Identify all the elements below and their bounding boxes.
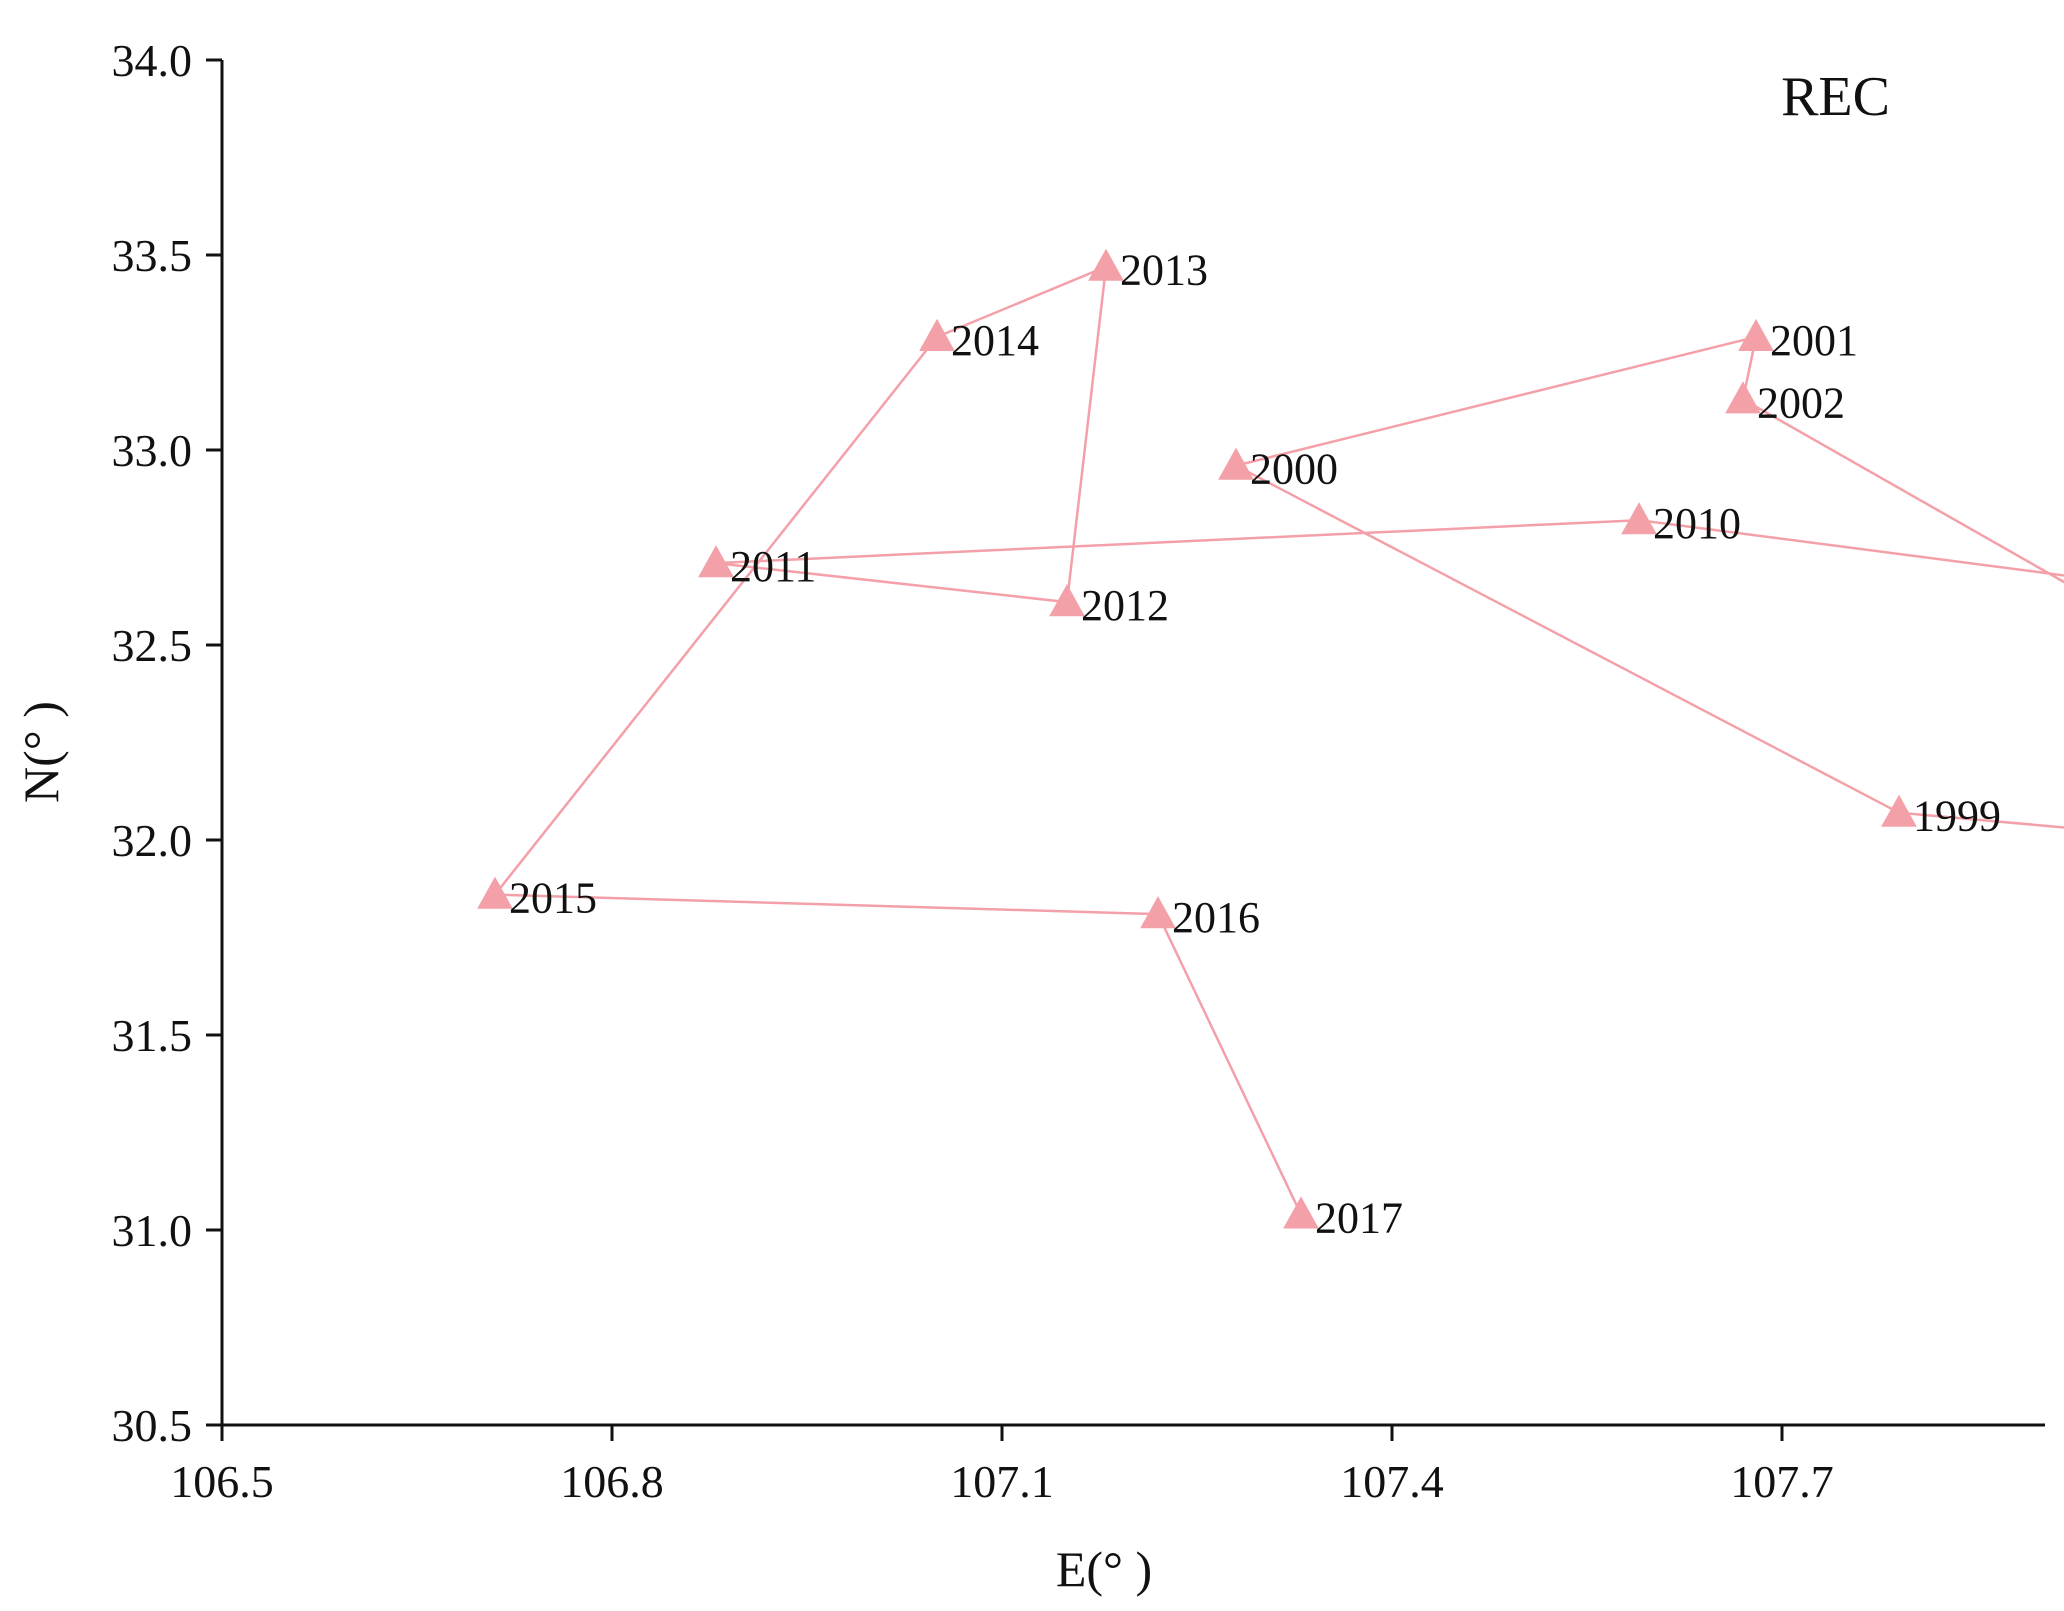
x-tick-label: 107.4 bbox=[1340, 1456, 1444, 1507]
axes: 106.5106.8107.1107.4107.7108.0108.3108.6… bbox=[112, 35, 2045, 1507]
point-marker-2013 bbox=[1088, 248, 1124, 281]
point-labels-group: 1997199819992000200120022003200420052006… bbox=[509, 246, 2001, 1243]
point-marker-2010 bbox=[1621, 502, 1657, 535]
point-marker-2012 bbox=[1049, 584, 1085, 617]
point-marker-2014 bbox=[919, 318, 955, 351]
point-label-2011: 2011 bbox=[730, 542, 816, 591]
point-label-2017: 2017 bbox=[1315, 1193, 1403, 1242]
y-ticks: 30.5 31.0 31.5 32.0 32.5 33.0 33.5 34.0 bbox=[112, 35, 222, 1451]
x-axis-title: E(° ) bbox=[1056, 1541, 1152, 1597]
point-label-2015: 2015 bbox=[509, 874, 597, 923]
point-label-2013: 2013 bbox=[1120, 246, 1208, 295]
y-tick-label: 31.5 bbox=[112, 1010, 193, 1061]
point-marker-1999 bbox=[1881, 794, 1917, 827]
x-tick-label: 107.7 bbox=[1730, 1456, 1834, 1507]
y-axis-title: N(° ) bbox=[13, 701, 69, 803]
x-ticks: 106.5106.8107.1107.4107.7108.0108.3108.6… bbox=[170, 1425, 1834, 1507]
point-label-2016: 2016 bbox=[1172, 893, 1260, 942]
point-label-2012: 2012 bbox=[1081, 581, 1169, 630]
y-tick-label: 32.5 bbox=[112, 620, 193, 671]
series-path-group bbox=[492, 264, 2064, 1215]
point-marker-2015 bbox=[477, 876, 513, 909]
point-label-2000: 2000 bbox=[1250, 445, 1338, 494]
y-tick-label: 32.0 bbox=[112, 815, 193, 866]
point-label-2014: 2014 bbox=[951, 316, 1039, 365]
y-tick-label: 33.0 bbox=[112, 425, 193, 476]
markers-group bbox=[477, 248, 1917, 1229]
y-tick-label: 33.5 bbox=[112, 230, 193, 281]
point-label-2010: 2010 bbox=[1653, 499, 1741, 548]
series-line bbox=[492, 264, 2064, 1215]
y-tick-label: 34.0 bbox=[112, 35, 193, 86]
point-marker-2011 bbox=[698, 545, 734, 578]
point-label-1999: 1999 bbox=[1913, 792, 2001, 841]
point-marker-2017 bbox=[1283, 1196, 1319, 1229]
chart-title: REC bbox=[1781, 66, 1890, 128]
x-tick-label: 107.1 bbox=[950, 1456, 1054, 1507]
x-tick-label: 106.5 bbox=[170, 1456, 274, 1507]
point-marker-2001 bbox=[1738, 318, 1774, 351]
y-tick-label: 31.0 bbox=[112, 1205, 193, 1256]
y-tick-label: 30.5 bbox=[112, 1400, 193, 1451]
point-label-2001: 2001 bbox=[1770, 316, 1858, 365]
point-marker-2002 bbox=[1725, 381, 1761, 414]
point-marker-2000 bbox=[1218, 447, 1254, 480]
x-tick-label: 106.8 bbox=[560, 1456, 664, 1507]
point-marker-2016 bbox=[1140, 896, 1176, 929]
point-label-2002: 2002 bbox=[1757, 378, 1845, 427]
